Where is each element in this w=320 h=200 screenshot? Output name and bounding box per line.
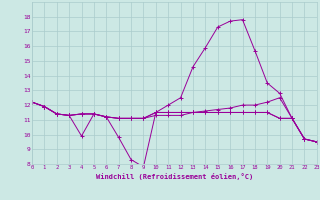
X-axis label: Windchill (Refroidissement éolien,°C): Windchill (Refroidissement éolien,°C)	[96, 173, 253, 180]
